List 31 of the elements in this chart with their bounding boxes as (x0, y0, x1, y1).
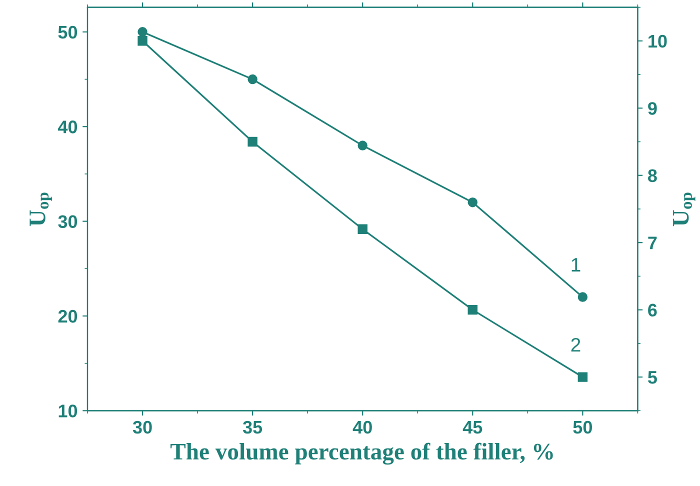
annotation: 1 (572, 258, 580, 272)
y-tick-label: 20 (58, 310, 78, 323)
y-tick-label: 30 (58, 215, 78, 228)
x-tick-label: 30 (132, 420, 152, 434)
x-axis-title: The volume percentage of the filler, % (170, 442, 553, 465)
point (578, 372, 588, 382)
x-tick-label: 45 (462, 421, 482, 434)
y2-tick-label: 6 (648, 304, 657, 317)
y-axis-title: U$_{op}$ (30, 192, 52, 226)
point (358, 224, 368, 234)
y2-tick-label: 7 (648, 236, 657, 250)
point (138, 36, 148, 46)
y2-tick-label: 8 (648, 169, 657, 182)
x-tick-label: 35 (242, 420, 262, 434)
point (578, 292, 588, 302)
y2-tick-label: 10 (648, 34, 667, 48)
y-tick-label: 50 (58, 26, 78, 39)
point (468, 304, 478, 315)
y-tick-label: 40 (58, 120, 78, 134)
y2-axis-title: U$_{op}$ (673, 192, 696, 226)
y2-tick-label: 5 (648, 371, 657, 384)
y2-tick-label: 9 (648, 102, 657, 115)
point (248, 136, 258, 147)
point (468, 197, 478, 208)
point (138, 27, 148, 37)
y-tick-label: 10 (58, 404, 78, 418)
x-tick-label: 40 (352, 420, 372, 434)
annotation: 2 (571, 338, 580, 352)
point (358, 140, 368, 150)
x-tick-label: 50 (573, 420, 592, 434)
point (248, 74, 258, 84)
